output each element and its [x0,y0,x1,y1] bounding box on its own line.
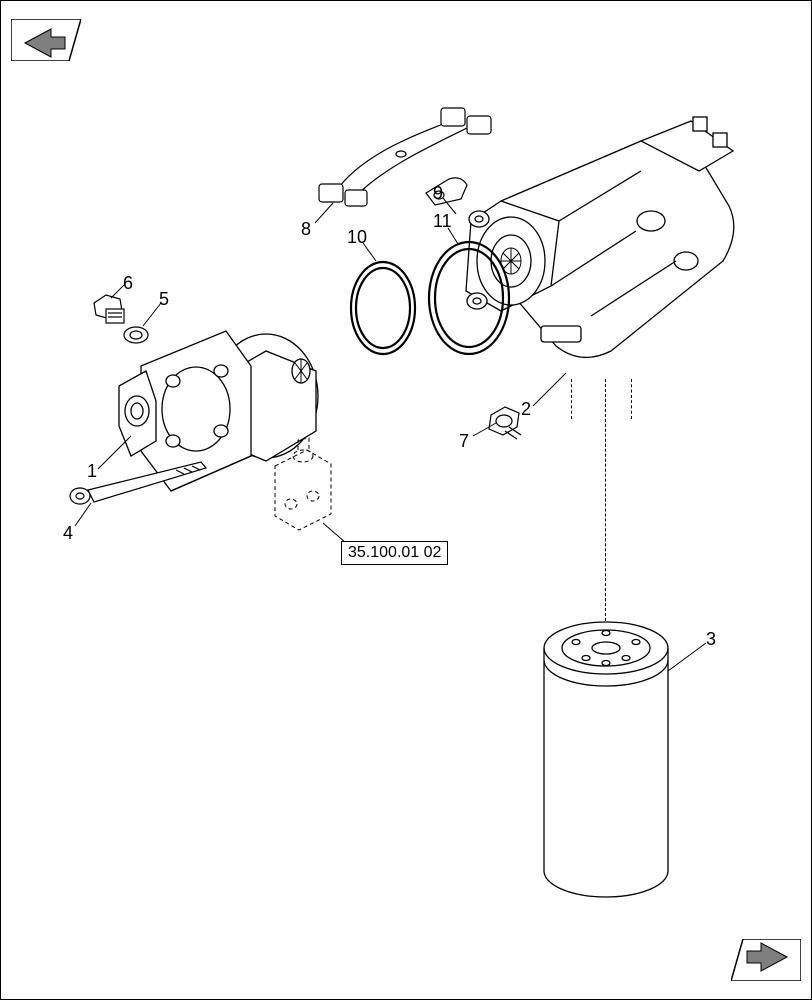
assembly-line-pump-b [631,379,632,419]
diagram-page: 1 2 3 4 5 6 7 8 9 10 11 35.100.01 02 [0,0,812,1000]
callout-9: 9 [433,183,443,204]
callout-10: 10 [347,227,367,248]
leader-4 [73,501,103,531]
o-ring-large [419,236,519,366]
leader-8 [313,201,338,226]
leader-1 [96,431,136,471]
nav-next-icon[interactable] [731,939,801,981]
callout-8: 8 [301,219,311,240]
nav-prev-icon[interactable] [11,19,81,61]
callout-2: 2 [521,399,531,420]
leader-3 [666,641,711,681]
callout-11: 11 [433,211,452,232]
callout-1: 1 [87,461,97,482]
callout-7: 7 [459,431,469,452]
leader-2 [531,371,576,411]
callout-4: 4 [63,523,73,544]
callout-6: 6 [123,273,133,294]
hydraulic-filter-cartridge [531,616,681,911]
leader-7 [471,421,501,441]
o-ring-small [341,256,426,366]
assembly-line-filter [605,379,606,621]
callout-5: 5 [159,289,169,310]
reference-block-label: 35.100.01 02 [341,541,448,565]
callout-3: 3 [706,629,716,650]
